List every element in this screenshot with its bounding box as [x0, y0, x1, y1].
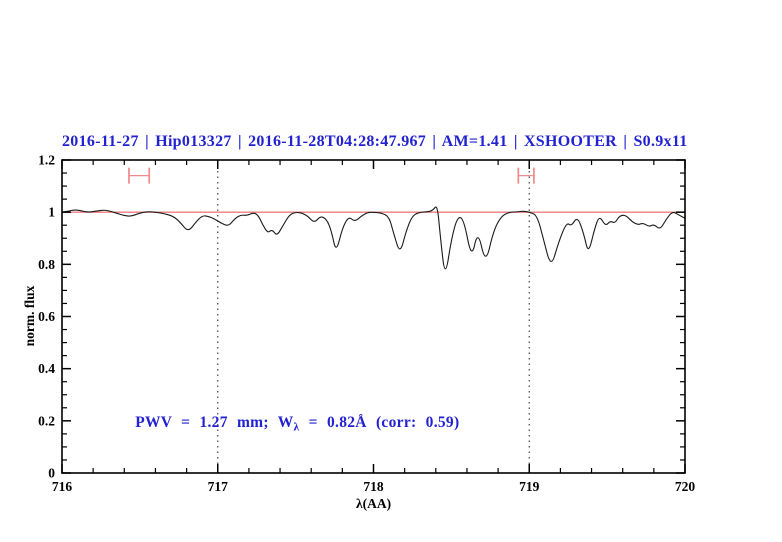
x-tick-label: 716: [52, 479, 73, 494]
tick-labels: 716 717 718 719 720 0 0.2 0.4 0.6 0.8 1 1.2: [38, 153, 695, 495]
band-marker: [517, 167, 535, 184]
axes-ticks: [61, 159, 686, 474]
y-tick-label: 1: [48, 205, 55, 220]
band-markers: [128, 167, 535, 184]
x-tick-label: 717: [208, 479, 229, 494]
plot-title: 2016-11-27 | Hip013327 | 2016-11-28T04:2…: [62, 133, 688, 150]
x-axis-label: λ(AA): [355, 496, 392, 511]
x-tick-label: 720: [675, 479, 696, 494]
y-tick-label: 0.2: [38, 413, 55, 428]
y-tick-label: 0: [48, 466, 55, 481]
x-tick-label: 719: [519, 479, 540, 494]
y-tick-label: 0.8: [38, 257, 55, 272]
band-marker: [128, 167, 151, 184]
pwv-annotation: PWV = 1.27 mm; Wλ = 0.82Å (corr: 0.59): [135, 414, 459, 434]
y-tick-label: 1.2: [38, 153, 55, 168]
x-tick-label: 718: [363, 479, 384, 494]
spectrum-line: [61, 206, 686, 270]
y-tick-label: 0.6: [38, 309, 55, 324]
y-tick-label: 0.4: [38, 361, 55, 376]
